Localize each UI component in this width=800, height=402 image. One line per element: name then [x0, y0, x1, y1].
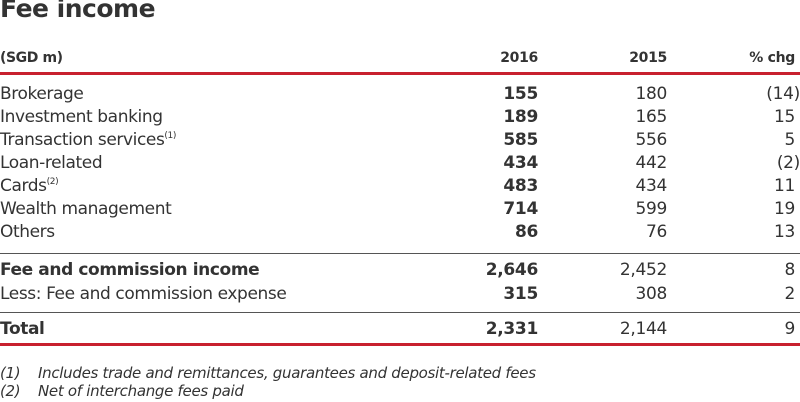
table-row: Cards(2) 483 434 11	[0, 174, 800, 198]
header-pct-chg: % chg	[749, 50, 795, 66]
row-label-text: Transaction services	[0, 130, 165, 150]
row-label: Transaction services(1)	[0, 128, 176, 152]
value-2015: 2,144	[619, 319, 667, 339]
value-2016: 585	[503, 130, 538, 150]
row-label: Brokerage	[0, 84, 84, 104]
footnote-ref: (2)	[46, 177, 59, 187]
table-row: Others 86 76 13	[0, 220, 800, 244]
value-2015: 308	[635, 284, 667, 304]
value-2016: 714	[503, 199, 538, 219]
header-rule	[0, 72, 800, 75]
value-2015: 599	[635, 199, 667, 219]
value-2015: 76	[645, 222, 667, 242]
table-row: Transaction services(1) 585 556 5	[0, 128, 800, 152]
footnote-text: Net of interchange fees paid	[38, 382, 244, 400]
subtotal-row: Fee and commission income 2,646 2,452 8	[0, 258, 800, 282]
value-2016: 2,646	[485, 260, 539, 280]
value-chg: 8	[784, 260, 795, 280]
footnote-ref: (1)	[164, 131, 176, 141]
total-row: Total 2,331 2,144 9	[0, 317, 800, 341]
value-2015: 2,452	[619, 260, 667, 280]
value-2016: 315	[503, 284, 538, 304]
value-2016: 483	[503, 176, 538, 196]
row-label: Wealth management	[0, 199, 172, 219]
footnote: (1) Includes trade and remittances, guara…	[0, 364, 536, 383]
header-2016: 2016	[500, 50, 538, 66]
value-2016: 155	[503, 84, 538, 104]
page-title: Fee income	[0, 0, 156, 23]
divider	[0, 312, 800, 313]
value-2016: 434	[503, 153, 538, 173]
row-label: Total	[0, 319, 45, 339]
value-chg: 19	[773, 199, 795, 219]
unit-label: (SGD m)	[0, 50, 63, 66]
value-2016: 2,331	[485, 319, 539, 339]
value-2015: 434	[635, 176, 667, 196]
table-row: Loan-related 434 442 (2)	[0, 151, 800, 175]
row-label: Cards(2)	[0, 174, 59, 198]
value-chg: 13	[773, 222, 795, 242]
value-chg: 11	[773, 176, 795, 196]
value-chg: (2)	[776, 153, 800, 173]
value-2016: 189	[503, 107, 538, 127]
table-row: Investment banking 189 165 15	[0, 105, 800, 129]
value-chg: 9	[784, 319, 795, 339]
value-chg: (14)	[766, 84, 800, 104]
table-row: Wealth management 714 599 19	[0, 197, 800, 221]
subtotal-row: Less: Fee and commission expense 315 308…	[0, 282, 800, 306]
footnote-number: (1)	[0, 364, 21, 382]
row-label: Loan-related	[0, 153, 103, 173]
row-label: Less: Fee and commission expense	[0, 284, 287, 304]
value-chg: 5	[784, 130, 795, 150]
row-label: Investment banking	[0, 107, 163, 127]
value-2015: 180	[635, 84, 667, 104]
divider	[0, 253, 800, 254]
footnote-number: (2)	[0, 382, 21, 400]
footnote-text: Includes trade and remittances, guarante…	[38, 364, 536, 382]
table-header: (SGD m) 2016 2015 % chg	[0, 46, 800, 70]
row-label: Others	[0, 222, 55, 242]
value-2016: 86	[514, 222, 538, 242]
row-label-text: Cards	[0, 176, 47, 196]
header-2015: 2015	[629, 50, 667, 66]
table-row: Brokerage 155 180 (14)	[0, 82, 800, 106]
footnote: (2) Net of interchange fees paid	[0, 382, 244, 401]
value-2015: 556	[635, 130, 667, 150]
row-label: Fee and commission income	[0, 260, 260, 280]
total-rule	[0, 343, 800, 346]
value-chg: 2	[784, 284, 795, 304]
value-2015: 442	[635, 153, 667, 173]
value-chg: 15	[773, 107, 795, 127]
value-2015: 165	[635, 107, 667, 127]
